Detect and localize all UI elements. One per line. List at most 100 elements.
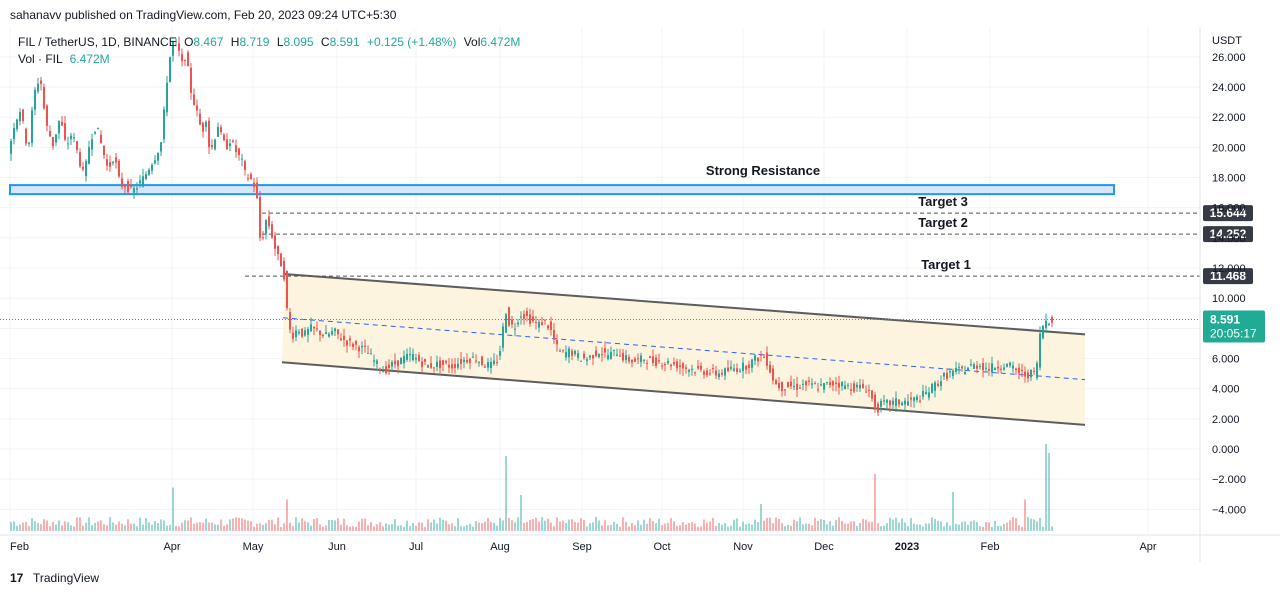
target-price-value: 11.468 (1210, 269, 1246, 283)
volume-legend-value: 6.472M (70, 52, 110, 66)
candle-body (949, 371, 951, 373)
candle-body (685, 367, 687, 369)
candle-body (946, 372, 948, 379)
volume-bar (793, 519, 795, 531)
candle-body (346, 340, 348, 346)
candle-body (658, 360, 660, 362)
candle-body (592, 355, 594, 359)
volume-bar (961, 521, 963, 531)
candle-body (964, 372, 966, 375)
time-tick-label: Oct (653, 541, 670, 553)
candle-body (184, 60, 186, 62)
candle-body (1051, 317, 1053, 323)
candle-body (568, 348, 570, 358)
volume-bar (796, 521, 798, 531)
volume-bar (937, 520, 939, 531)
volume-bar (442, 519, 444, 531)
candle-body (358, 347, 360, 352)
price-tick-label: 24.000 (1212, 82, 1246, 94)
candle-body (172, 41, 174, 56)
volume-bar (415, 525, 417, 531)
volume-bar (658, 518, 660, 531)
currency-label: USDT (1212, 35, 1242, 47)
candle-body (433, 367, 435, 369)
channel-lower-line (281, 361, 1086, 426)
candle-body (562, 350, 564, 352)
volume-bar (895, 517, 897, 531)
candle-body (334, 328, 336, 332)
candle-body (1024, 371, 1026, 377)
candle-body (310, 324, 312, 332)
candle-body (1045, 320, 1047, 328)
candle-body (724, 368, 726, 376)
volume-bar (412, 522, 414, 531)
candle-body (502, 326, 504, 348)
volume-bar (433, 519, 435, 531)
volume-bar (778, 518, 780, 531)
candle-body (688, 369, 690, 372)
candle-body (91, 139, 93, 150)
volume-bar (790, 525, 792, 531)
candle-body (817, 389, 819, 391)
candle-body (1009, 362, 1011, 366)
candle-body (766, 352, 768, 366)
candle-body (829, 382, 831, 386)
volume-bar (787, 524, 789, 531)
volume-bar (334, 520, 336, 531)
volume-bar (721, 524, 723, 531)
tradingview-logo-icon[interactable]: 17 (10, 571, 24, 585)
price-chart[interactable]: Strong Resistance Target 3 15.644 Target 2… (0, 28, 1280, 562)
candle-body (898, 399, 900, 405)
candle-body (376, 360, 378, 364)
volume-bar (949, 525, 951, 531)
candle-body (235, 145, 237, 152)
candle-body (544, 319, 546, 321)
volume-bar (1024, 499, 1026, 531)
candle-body (394, 360, 396, 365)
volume-bar (889, 517, 891, 531)
candle-body (913, 397, 915, 401)
time-tick-label: Jun (328, 541, 346, 553)
volume-bar (523, 522, 525, 531)
candlesticks (10, 36, 1053, 416)
volume-bar (712, 517, 714, 531)
target-price-badge (1203, 205, 1253, 222)
candle-body (610, 351, 612, 359)
candle-body (790, 381, 792, 387)
legend-close-value: 8.591 (330, 35, 360, 49)
strong-resistance-zone: Strong Resistance (9, 163, 1115, 196)
volume-bar (490, 521, 492, 531)
candle-body (328, 333, 330, 337)
volume-bar (181, 522, 183, 531)
volume-bar (946, 522, 948, 531)
candle-body (148, 169, 150, 175)
volume-bar (298, 522, 300, 531)
volume-bar (34, 521, 36, 531)
candle-body (466, 360, 468, 363)
volume-bar (574, 521, 576, 531)
candle-body (70, 135, 72, 140)
volume-bar (55, 524, 57, 531)
candle-body (733, 368, 735, 371)
candle-body (373, 360, 375, 362)
candle-body (280, 253, 282, 267)
candle-body (775, 380, 777, 385)
volume-bar (64, 521, 66, 531)
volume-bar (268, 520, 270, 531)
volume-bar (625, 521, 627, 531)
volume-bar (1015, 518, 1017, 531)
tradingview-brand[interactable]: TradingView (33, 571, 100, 585)
volume-bar (1012, 517, 1014, 531)
candle-body (298, 331, 300, 334)
time-axis[interactable]: Feb Apr May Jun Jul Aug Sep Oct Nov Dec 2023 Feb Apr (0, 534, 1280, 553)
volume-bar (931, 517, 933, 531)
price-axis[interactable]: USDT 26.000 24.000 22.000 20.000 18.000 16.000… (1199, 28, 1265, 562)
candle-body (100, 134, 102, 144)
candle-body (607, 355, 609, 360)
candle-body (175, 40, 177, 42)
volume-bar (775, 517, 777, 531)
candle-body (883, 400, 885, 402)
volume-bar (376, 524, 378, 531)
volume-bar (61, 525, 63, 531)
volume-bar (958, 524, 960, 531)
